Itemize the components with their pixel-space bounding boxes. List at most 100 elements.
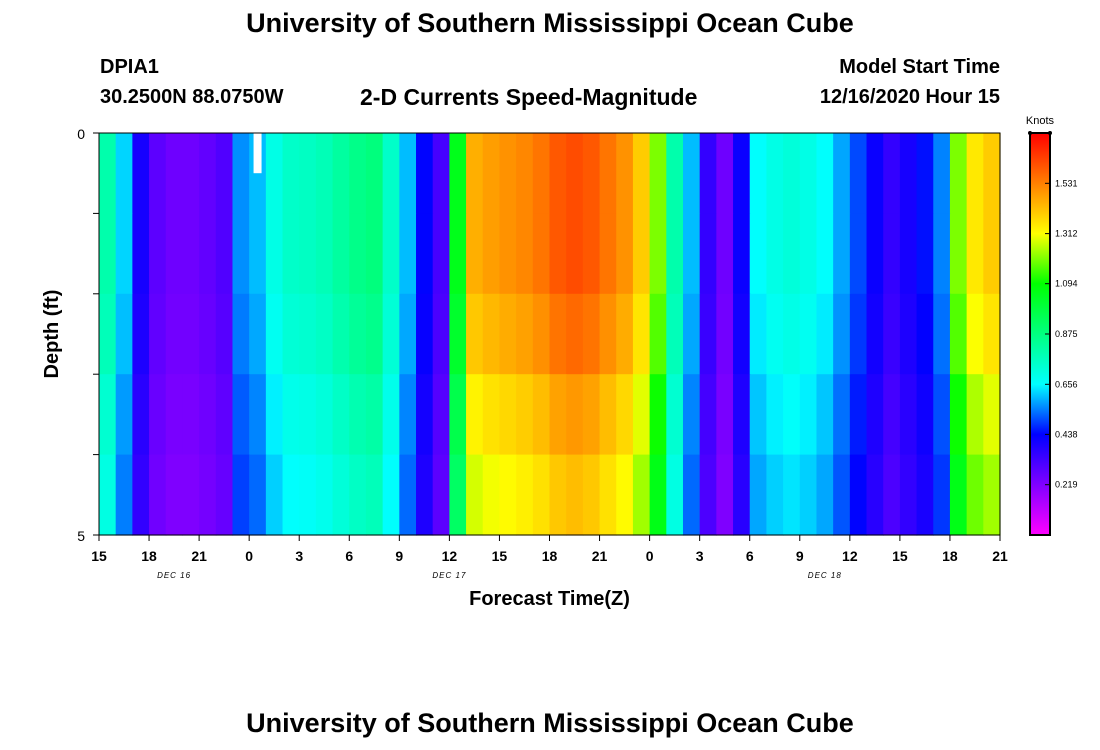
heatmap-cell: [499, 454, 517, 536]
heatmap-cell: [482, 454, 501, 536]
heatmap-cell: [682, 213, 701, 295]
heatmap-cell: [282, 374, 300, 456]
heatmap-cell: [983, 374, 1001, 456]
heatmap-cell: [849, 293, 868, 375]
heatmap-cell: [682, 454, 701, 536]
x-tick-label: 21: [191, 548, 207, 564]
x-tick-label: 12: [842, 548, 858, 564]
heatmap-cell: [816, 133, 834, 214]
heatmap-cell: [215, 133, 234, 214]
heatmap-cell: [549, 213, 567, 295]
heatmap-cell: [649, 374, 667, 456]
heatmap-cell: [99, 374, 117, 456]
date-label: DEC 18: [808, 571, 842, 580]
heatmap-cell: [299, 133, 317, 214]
heatmap-cell: [332, 454, 350, 536]
heatmap-cell: [449, 454, 467, 536]
heatmap-cell: [499, 213, 517, 295]
heatmap-cell: [132, 454, 150, 536]
heatmap-cell: [416, 293, 434, 375]
heatmap-cell: [816, 454, 834, 536]
heatmap-cell: [365, 293, 384, 375]
heatmap-cell: [532, 454, 551, 536]
colorbar-tick-label: 0.656: [1055, 379, 1078, 389]
heatmap-cell: [482, 133, 501, 214]
heatmap-cell: [666, 213, 684, 295]
x-tick-label: 9: [796, 548, 804, 564]
heatmap-cell: [699, 454, 717, 536]
heatmap-cell: [582, 133, 601, 214]
heatmap-cell: [699, 213, 717, 295]
heatmap-cell: [416, 374, 434, 456]
heatmap-cell: [966, 213, 984, 295]
colorbar-tick-label: 1.531: [1055, 178, 1078, 188]
heatmap-cell: [649, 293, 667, 375]
heatmap-cell: [632, 293, 651, 375]
heatmap-cell: [349, 133, 367, 214]
heatmap-cell: [232, 213, 250, 295]
heatmap-cell: [249, 133, 267, 214]
heatmap-cell: [315, 374, 334, 456]
heatmap-cell: [149, 374, 167, 456]
heatmap-cell: [315, 213, 334, 295]
heatmap-cell: [616, 374, 634, 456]
heatmap-cell: [516, 133, 534, 214]
heatmap-cell: [632, 374, 651, 456]
chart-subtitle: 2-D Currents Speed-Magnitude: [360, 84, 698, 110]
heatmap-cell: [332, 374, 350, 456]
heatmap-cell: [432, 374, 450, 456]
heatmap-cell: [682, 374, 701, 456]
heatmap-cell: [833, 293, 851, 375]
x-tick-label: 18: [141, 548, 157, 564]
heatmap-cell: [165, 293, 184, 375]
heatmap-cell: [199, 374, 217, 456]
heatmap-cell: [215, 374, 234, 456]
heatmap-cell: [933, 293, 951, 375]
heatmap-cell: [249, 293, 267, 375]
colorbar-corner: [1048, 131, 1052, 135]
x-tick-label: 6: [345, 548, 353, 564]
x-tick-label: 3: [696, 548, 704, 564]
heatmap-cells: [99, 133, 1001, 536]
heatmap-cell: [733, 133, 751, 214]
y-axis-label: Depth (ft): [41, 290, 63, 379]
heatmap-cell: [466, 213, 484, 295]
heatmap-cell: [149, 293, 167, 375]
heatmap-cell: [766, 454, 784, 536]
heatmap-cell: [682, 133, 701, 214]
heatmap-cell: [466, 133, 484, 214]
heatmap-cell: [165, 133, 184, 214]
y-tick-label: 0: [77, 126, 85, 142]
heatmap-cell: [232, 454, 250, 536]
heatmap-cell: [566, 213, 584, 295]
heatmap-cell: [382, 293, 400, 375]
heatmap-cell: [716, 293, 734, 375]
heatmap-cell: [399, 213, 417, 295]
heatmap-cell: [632, 213, 651, 295]
heatmap-cell: [883, 293, 901, 375]
heatmap-cell: [649, 213, 667, 295]
heatmap-cell: [883, 133, 901, 214]
heatmap-cell: [833, 213, 851, 295]
heatmap-cell: [165, 374, 184, 456]
heatmap-cell: [549, 293, 567, 375]
heatmap-cell: [365, 133, 384, 214]
heatmap-cell: [599, 213, 617, 295]
heatmap-cell: [899, 213, 918, 295]
heatmap-cell: [899, 374, 918, 456]
heatmap-cell: [449, 374, 467, 456]
heatmap-cell: [532, 133, 551, 214]
heatmap-cell: [332, 213, 350, 295]
heatmap-cell: [365, 374, 384, 456]
heatmap-cell: [115, 293, 133, 375]
heatmap-cell: [716, 133, 734, 214]
heatmap-cell: [966, 133, 984, 214]
heatmap-cell: [949, 374, 968, 456]
heatmap-cell: [115, 133, 133, 214]
heatmap-cell: [566, 374, 584, 456]
colorbar: Knots 0.219 0.438 0.656 0.875 1.094 1.312 1.531: [1026, 115, 1078, 536]
heatmap-cell: [699, 293, 717, 375]
colorbar-tick-label: 0.219: [1055, 480, 1078, 490]
heatmap-cell: [733, 213, 751, 295]
